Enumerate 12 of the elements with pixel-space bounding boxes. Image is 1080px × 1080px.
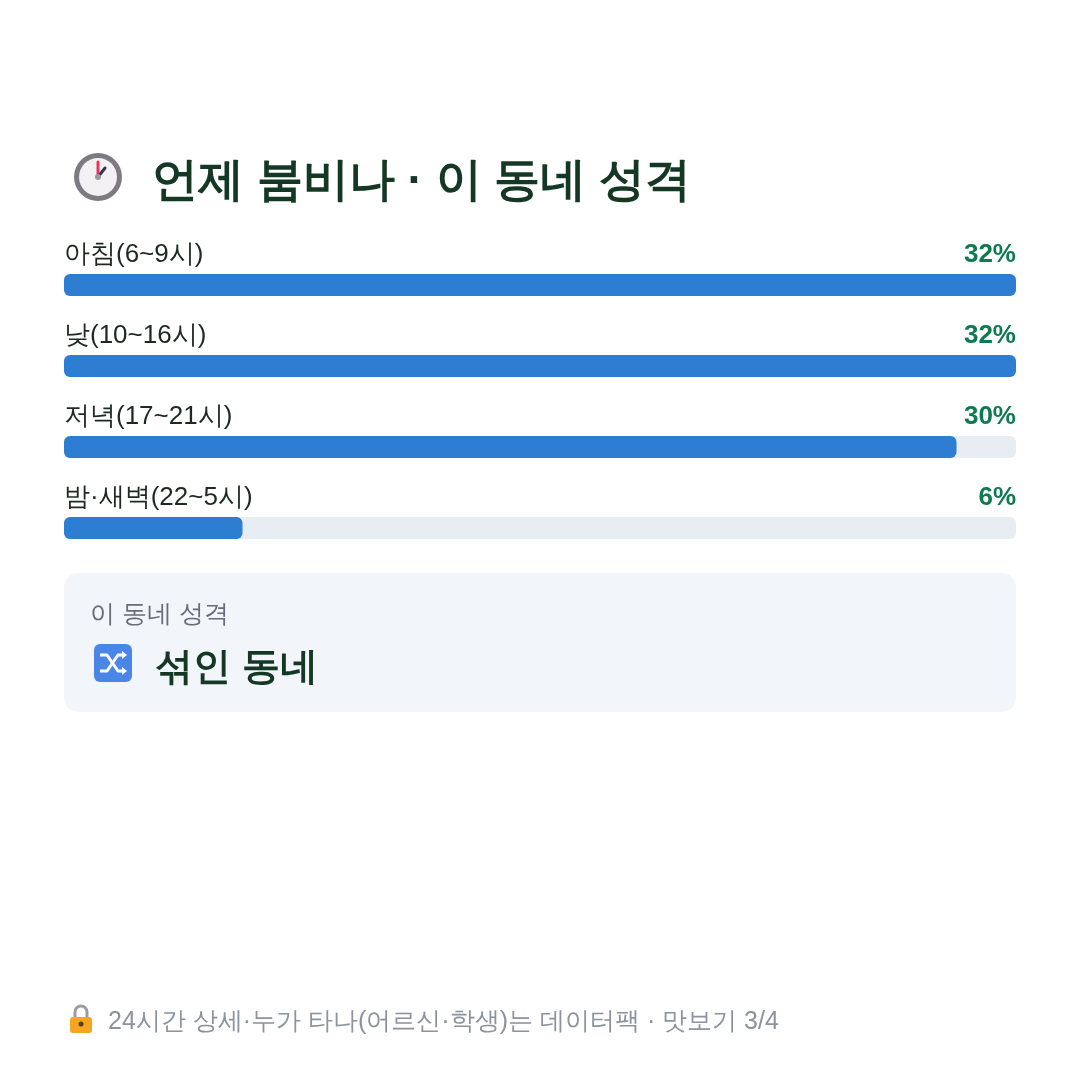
data-label: 30%: [963, 400, 1016, 430]
text: 섞인 동네: [155, 645, 318, 687]
y-tick-label: 저녁(17~21시): [64, 400, 233, 430]
text: 24시간 상세·누가 타나(어르신·학생)는 데이터팩 · 맛보기 3/4: [108, 1006, 779, 1034]
data-label: 32%: [963, 319, 1016, 349]
data-label: 6%: [978, 481, 1016, 511]
text: 이 동네 성격: [90, 599, 229, 627]
data-label: 32%: [963, 238, 1016, 268]
y-tick-label: 낮(10~16시): [64, 319, 207, 349]
y-tick-label: 밤·새벽(22~5시): [64, 481, 253, 511]
chart-title: 언제 붐비나 · 이 동네 성격: [152, 153, 692, 205]
y-tick-label: 아침(6~9시): [64, 238, 204, 268]
